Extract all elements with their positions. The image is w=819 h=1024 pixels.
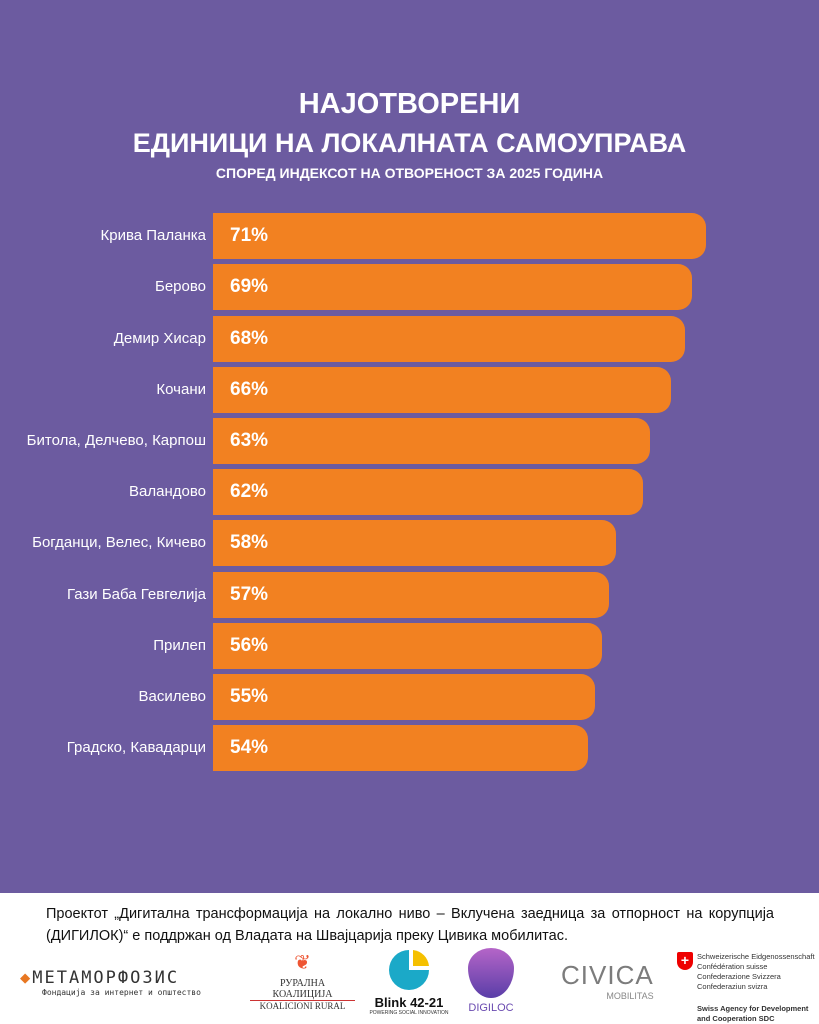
- sdc-text: Swiss Agency for Development and Coopera…: [697, 1004, 809, 1023]
- category-label: Кочани: [156, 381, 206, 398]
- bar: [213, 520, 616, 566]
- rural-sub: KOALICIONI RURAL: [259, 1001, 346, 1011]
- title-line-2: ЕДИНИЦИ НА ЛОКАЛНАТА САМОУПРАВА: [132, 128, 687, 158]
- lotus-icon: ❦: [294, 952, 311, 974]
- blink-sub: POWERING SOCIAL INNOVATION: [369, 1010, 449, 1016]
- swiss-lines: Schweizerische Eidgenossenschaft Confédér…: [677, 952, 817, 992]
- digiloc-name: DIGILOC: [468, 1002, 514, 1014]
- digiloc-logo: DIGILOC: [466, 948, 516, 1014]
- category-label: Берово: [154, 278, 206, 295]
- swiss-line: Confederazione Svizzera: [697, 972, 781, 981]
- blink-name: Blink 42-21: [374, 995, 444, 1010]
- bar: [213, 469, 644, 515]
- bar: [213, 623, 602, 669]
- category-label: Гази Баба Гевгелија: [66, 586, 206, 603]
- digiloc-icon: [468, 948, 514, 998]
- value-label: 69%: [230, 276, 269, 297]
- swiss-line: Confederaziun svizra: [697, 982, 768, 991]
- metamorfozis-sub: Фондација за интернет и општество: [42, 988, 201, 997]
- value-label: 71%: [230, 225, 269, 246]
- value-label: 68%: [230, 328, 269, 349]
- value-label: 57%: [230, 584, 269, 605]
- category-label: Битола, Делчево, Карпош: [26, 432, 206, 449]
- swiss-logo: + Schweizerische Eidgenossenschaft Conféd…: [677, 952, 817, 1024]
- value-label: 56%: [230, 635, 269, 656]
- swiss-line: Schweizerische Eidgenossenschaft: [697, 952, 815, 961]
- category-label: Градско, Кавадарци: [66, 739, 206, 756]
- rural-name: РУРАЛНА КОАЛИЦИЈА: [250, 978, 355, 1001]
- value-label: 55%: [230, 686, 269, 707]
- rural-logo: ❦ РУРАЛНА КОАЛИЦИЈА KOALICIONI RURAL: [250, 948, 355, 1011]
- category-label: Демир Хисар: [113, 330, 206, 347]
- value-label: 54%: [230, 737, 269, 758]
- footer-text: Проектот „Дигитална трансформација на ло…: [46, 906, 774, 944]
- chart-panel: НАЈОТВОРЕНИ ЕДИНИЦИ НА ЛОКАЛНАТА САМОУПР…: [0, 0, 819, 893]
- blink-logo: Blink 42-21 POWERING SOCIAL INNOVATION: [367, 948, 451, 1016]
- category-label: Прилеп: [153, 637, 206, 654]
- swiss-line: Confédération suisse: [697, 962, 768, 971]
- category-label: Крива Паланка: [100, 227, 206, 244]
- civica-sub: MOBILITAS: [606, 991, 654, 1001]
- value-label: 58%: [230, 532, 269, 553]
- civica-name: CIVICA: [561, 960, 654, 990]
- bar: [213, 418, 651, 464]
- subtitle: СПОРЕД ИНДЕКСОТ НА ОТВОРЕНОСТ ЗА 2025 ГО…: [215, 165, 604, 181]
- bar: [213, 367, 672, 413]
- bar: [213, 674, 595, 720]
- bar: [213, 572, 609, 618]
- value-label: 63%: [230, 430, 269, 451]
- blink-icon: [389, 950, 429, 990]
- bar: [213, 316, 685, 362]
- swiss-flag-icon: +: [677, 952, 693, 970]
- metamorfozis-name: МЕТАМОРФОЗИС: [32, 968, 180, 988]
- value-label: 66%: [230, 379, 269, 400]
- civica-logo: CIVICA MOBILITAS: [545, 960, 654, 1001]
- metamorfozis-logo: ◆МЕТАМОРФОЗИС Фондација за интернет и оп…: [20, 968, 201, 997]
- title-line-1: НАЈОТВОРЕНИ: [298, 88, 521, 120]
- bar: [213, 213, 706, 259]
- category-label: Валандово: [129, 483, 206, 500]
- category-label: Богданци, Велес, Кичево: [32, 534, 206, 551]
- bar: [213, 264, 692, 310]
- category-label: Василево: [138, 688, 206, 705]
- bar: [213, 725, 588, 771]
- value-label: 62%: [230, 481, 269, 502]
